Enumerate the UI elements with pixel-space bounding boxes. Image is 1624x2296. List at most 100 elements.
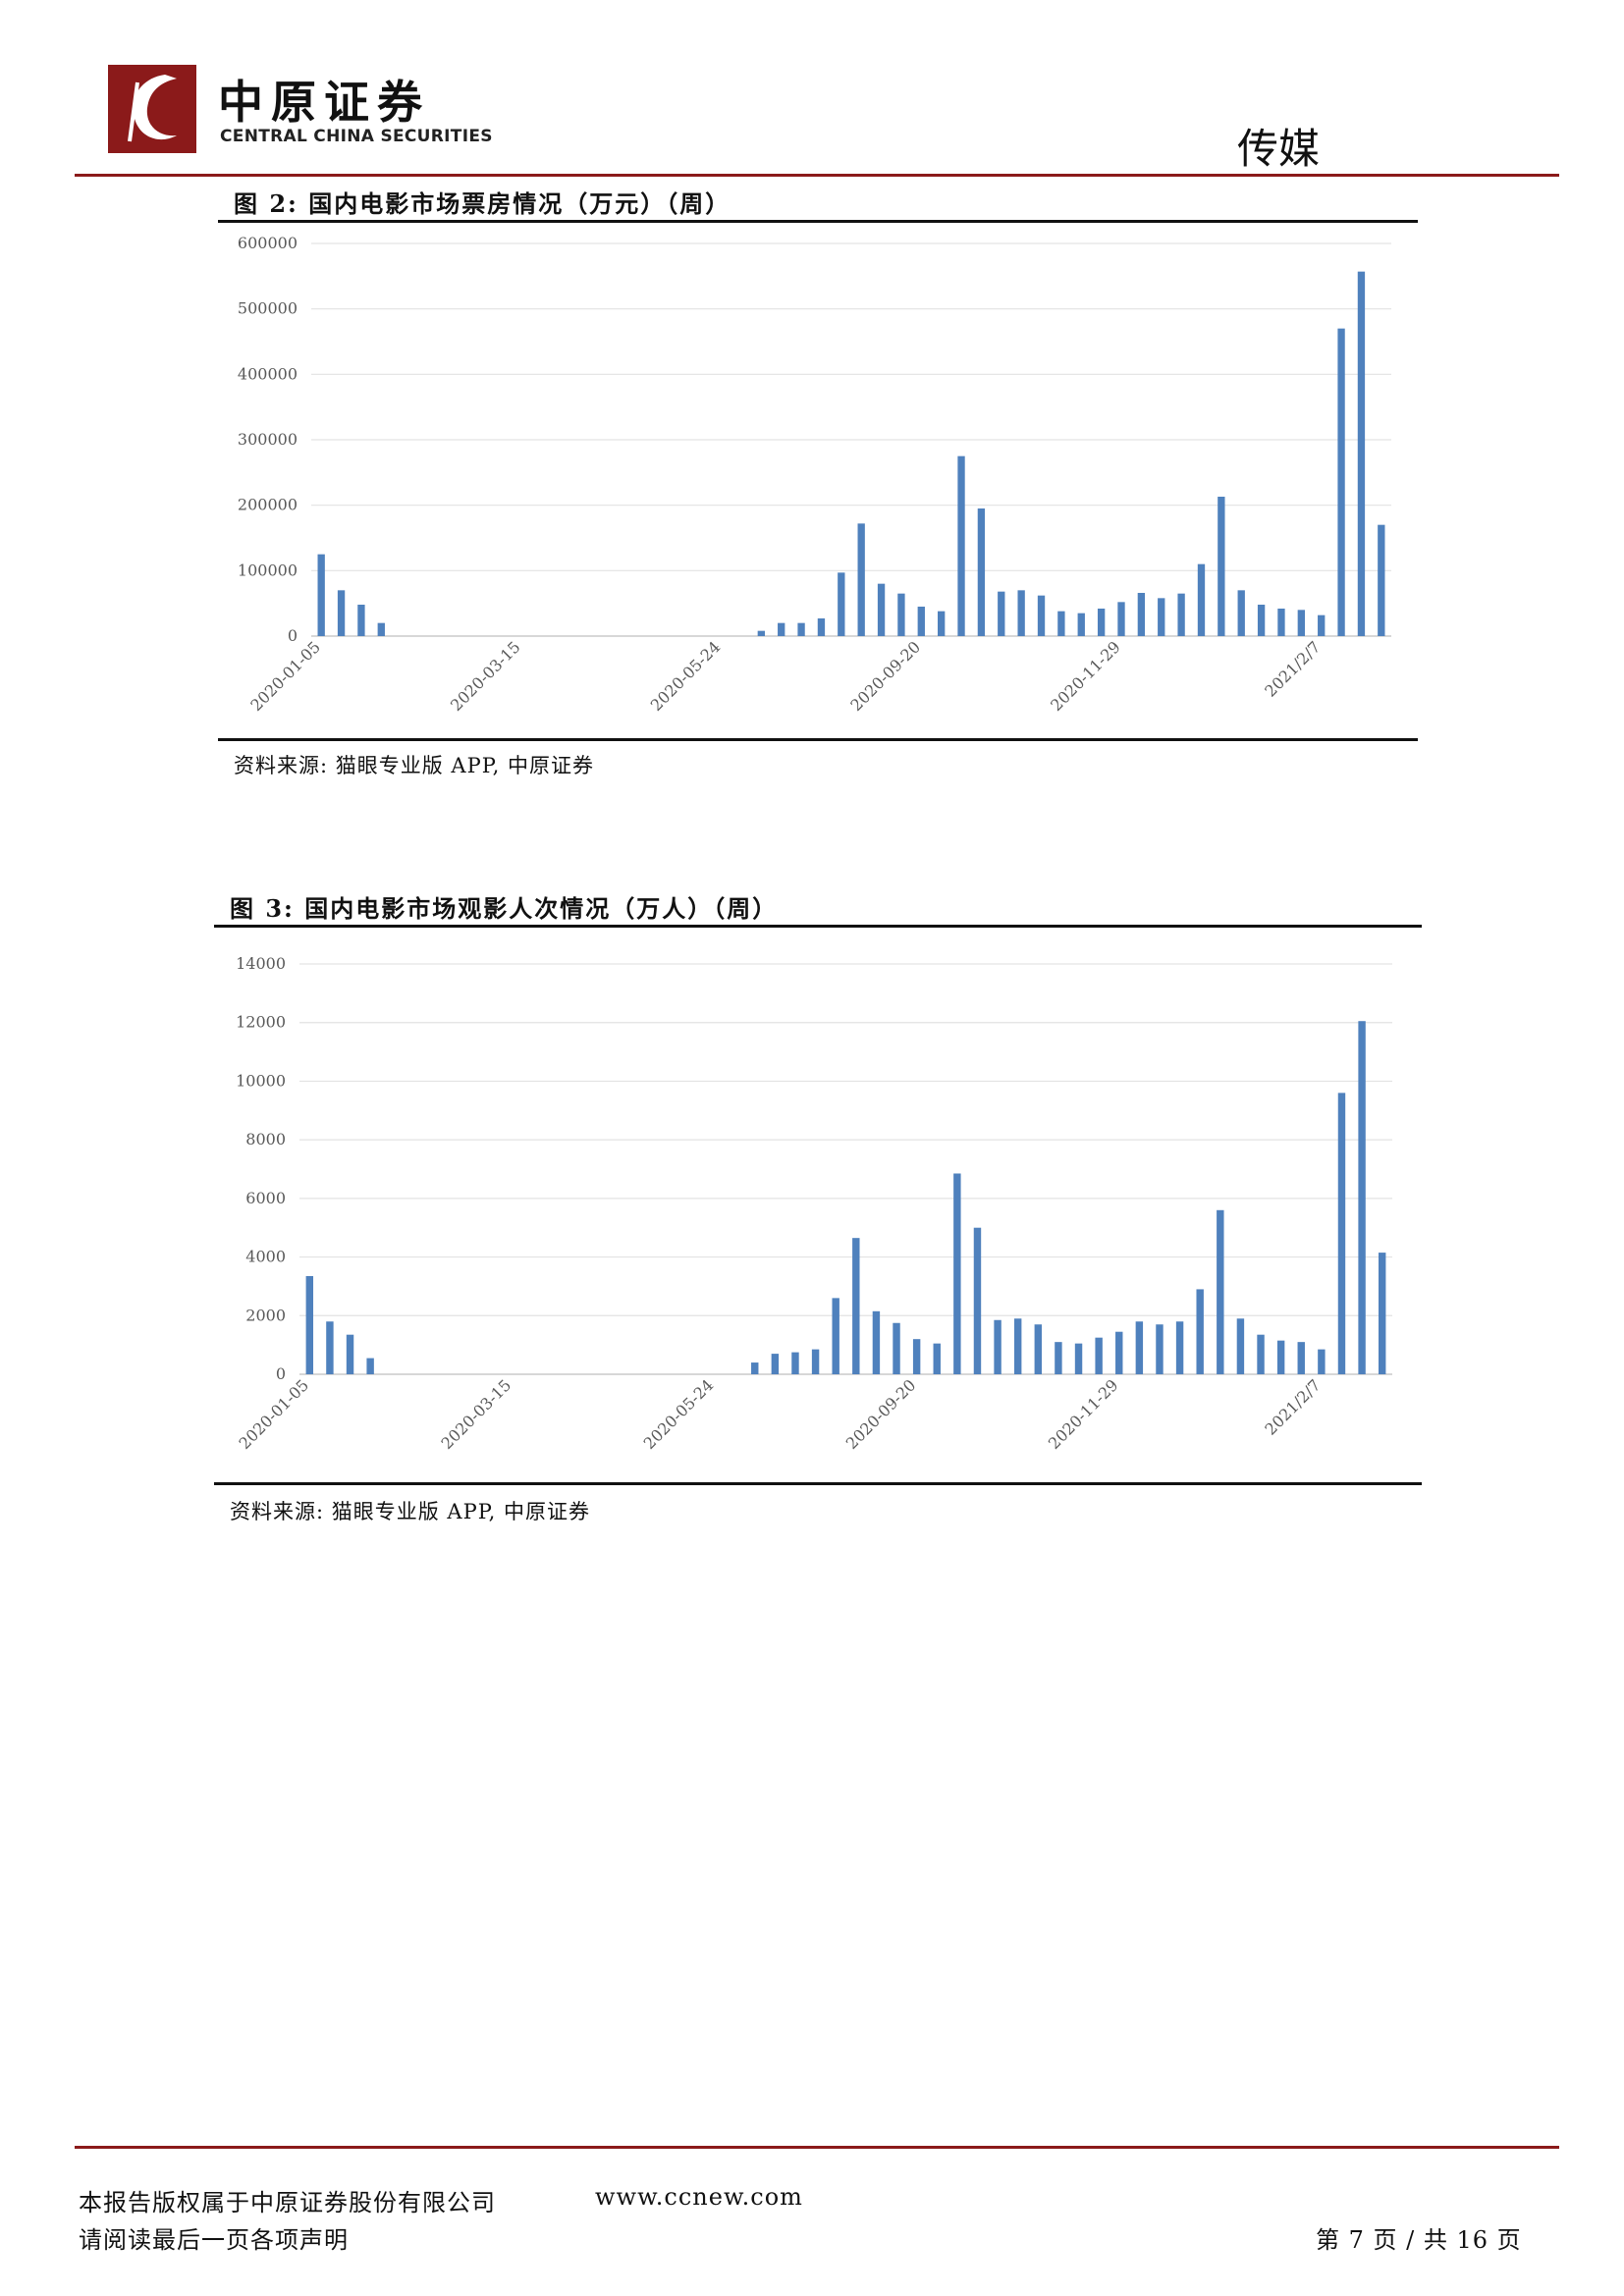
bar: [1013, 1318, 1022, 1374]
bar: [811, 1349, 820, 1374]
x-tick-label: 2020-05-24: [640, 1375, 718, 1453]
bar: [917, 607, 925, 636]
bar: [1137, 593, 1146, 636]
y-tick-label: 8000: [245, 1130, 286, 1148]
bar: [912, 1339, 921, 1374]
figure-3-title: 图 3: 国内电影市场观影人次情况（万人）（周）: [230, 894, 779, 923]
y-tick-label: 0: [276, 1364, 286, 1383]
bar: [377, 622, 385, 636]
bar: [953, 1173, 961, 1374]
y-tick-label: 10000: [236, 1071, 286, 1090]
y-tick-label: 500000: [238, 299, 298, 318]
x-tick-label: 2020-09-20: [846, 637, 924, 715]
bar: [366, 1358, 374, 1374]
bar: [1358, 1021, 1366, 1374]
bar: [938, 611, 946, 636]
company-logo-icon: [108, 65, 196, 153]
y-tick-label: 0: [288, 626, 298, 645]
bar: [1337, 328, 1345, 636]
footer-notice: 请阅读最后一页各项声明: [79, 2226, 349, 2254]
section-name: 传媒: [1237, 125, 1321, 173]
bar: [1257, 605, 1266, 636]
bar: [1037, 595, 1046, 636]
bar: [346, 1334, 354, 1374]
x-tick-label: 2020-05-24: [647, 637, 725, 715]
footer-copyright: 本报告版权属于中原证券股份有限公司: [79, 2189, 496, 2216]
x-tick-label: 2020-03-15: [447, 637, 524, 715]
bar: [791, 1352, 799, 1374]
bar: [1318, 1349, 1326, 1374]
bar: [1218, 497, 1225, 636]
bar: [1057, 611, 1065, 636]
bar: [998, 591, 1005, 636]
x-tick-label: 2021/2/7: [1261, 637, 1324, 700]
bar: [771, 1354, 780, 1374]
brand-name-cn: 中原证券: [218, 76, 430, 129]
bar: [1378, 1253, 1386, 1374]
x-tick-label: 2020-09-20: [842, 1375, 920, 1453]
figure-3-top-rule: [214, 925, 1422, 928]
bar: [778, 622, 785, 636]
bar: [897, 593, 905, 636]
bar: [1276, 1340, 1285, 1374]
bar: [893, 1322, 900, 1374]
bar: [852, 1238, 860, 1374]
y-tick-label: 4000: [245, 1248, 286, 1266]
bar: [1237, 590, 1245, 636]
footer-website-link[interactable]: www.ccnew.com: [595, 2183, 803, 2211]
x-tick-label: 2020-01-05: [235, 1375, 312, 1453]
bar: [1277, 609, 1285, 636]
bar: [1217, 1209, 1224, 1374]
header-divider: [75, 174, 1559, 177]
bar: [838, 572, 845, 636]
bar: [933, 1343, 941, 1374]
figure-2-source: 资料来源: 猫眼专业版 APP, 中原证券: [234, 754, 594, 777]
bar: [1055, 1342, 1062, 1374]
bar: [1297, 610, 1305, 636]
brand-name-en: CENTRAL CHINA SECURITIES: [220, 127, 493, 146]
bar: [1337, 1093, 1346, 1374]
figure-2-top-rule: [218, 220, 1418, 223]
bar: [857, 523, 865, 636]
x-tick-label: 2021/2/7: [1261, 1375, 1324, 1438]
bar: [1197, 563, 1206, 636]
bar: [1135, 1321, 1144, 1374]
bar: [305, 1275, 314, 1374]
bar: [1177, 593, 1185, 636]
figure-2-bottom-rule: [218, 738, 1418, 741]
bar: [1297, 1342, 1305, 1374]
footer-page-number: 第 7 页 / 共 16 页: [1316, 2226, 1522, 2254]
figure-3-attendance-chart: 0 2000 4000 6000 8000 10000 12000 14000 2020-01-…: [235, 954, 1392, 1453]
bar: [1196, 1289, 1204, 1374]
bar: [1097, 609, 1106, 636]
y-tick-label: 2000: [245, 1306, 286, 1324]
page-header: 中原证券 CENTRAL CHINA SECURITIES 传媒: [0, 0, 1624, 182]
bar: [1357, 271, 1366, 636]
y-tick-label: 6000: [245, 1189, 286, 1207]
y-tick-label: 300000: [238, 430, 298, 449]
bar: [872, 1310, 881, 1374]
bar: [357, 605, 365, 636]
figure-2-box-office-chart: 0 100000 200000 300000 400000 500000 600000 202…: [238, 234, 1391, 715]
x-tick-label: 2020-03-15: [438, 1375, 515, 1453]
figure-3-source: 资料来源: 猫眼专业版 APP, 中原证券: [230, 1500, 590, 1523]
figure-2-title: 图 2: 国内电影市场票房情况（万元）（周）: [234, 189, 731, 218]
footer-divider: [75, 2146, 1559, 2149]
y-tick-label: 100000: [238, 561, 298, 579]
bar: [1077, 613, 1085, 636]
bar: [317, 554, 325, 636]
bar: [1378, 524, 1385, 636]
bar: [817, 618, 826, 636]
x-tick-label: 2020-01-05: [246, 637, 324, 715]
bar: [1158, 598, 1165, 636]
bar: [326, 1321, 334, 1374]
bar: [832, 1298, 839, 1374]
y-tick-label: 14000: [236, 954, 286, 973]
bar: [1117, 602, 1125, 636]
x-tick-label: 2020-11-29: [1045, 1375, 1122, 1453]
bar: [1017, 590, 1025, 636]
bar: [994, 1319, 1001, 1374]
x-tick-label: 2020-11-29: [1047, 637, 1124, 715]
y-tick-label: 400000: [238, 364, 298, 383]
y-tick-label: 200000: [238, 496, 298, 514]
